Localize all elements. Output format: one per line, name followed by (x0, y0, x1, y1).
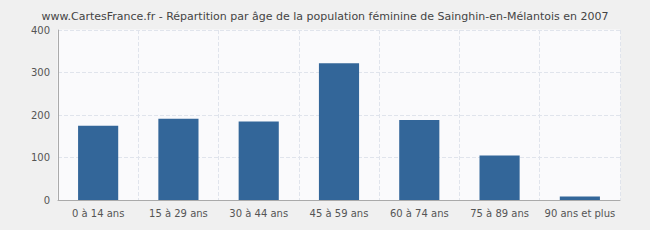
svg-text:15 à 29 ans: 15 à 29 ans (149, 208, 208, 219)
svg-text:300: 300 (31, 67, 50, 78)
svg-text:100: 100 (31, 152, 50, 163)
svg-text:30 à 44 ans: 30 à 44 ans (229, 208, 288, 219)
svg-text:90 ans et plus: 90 ans et plus (545, 208, 616, 219)
svg-text:45 à 59 ans: 45 à 59 ans (310, 208, 369, 219)
svg-text:www.CartesFrance.fr - Répartit: www.CartesFrance.fr - Répartition par âg… (42, 10, 609, 23)
svg-text:60 à 74 ans: 60 à 74 ans (390, 208, 449, 219)
svg-text:0 à 14 ans: 0 à 14 ans (72, 208, 124, 219)
svg-text:75 à 89 ans: 75 à 89 ans (470, 208, 529, 219)
svg-text:0: 0 (44, 195, 50, 206)
svg-text:200: 200 (31, 110, 50, 121)
svg-text:400: 400 (31, 25, 50, 36)
